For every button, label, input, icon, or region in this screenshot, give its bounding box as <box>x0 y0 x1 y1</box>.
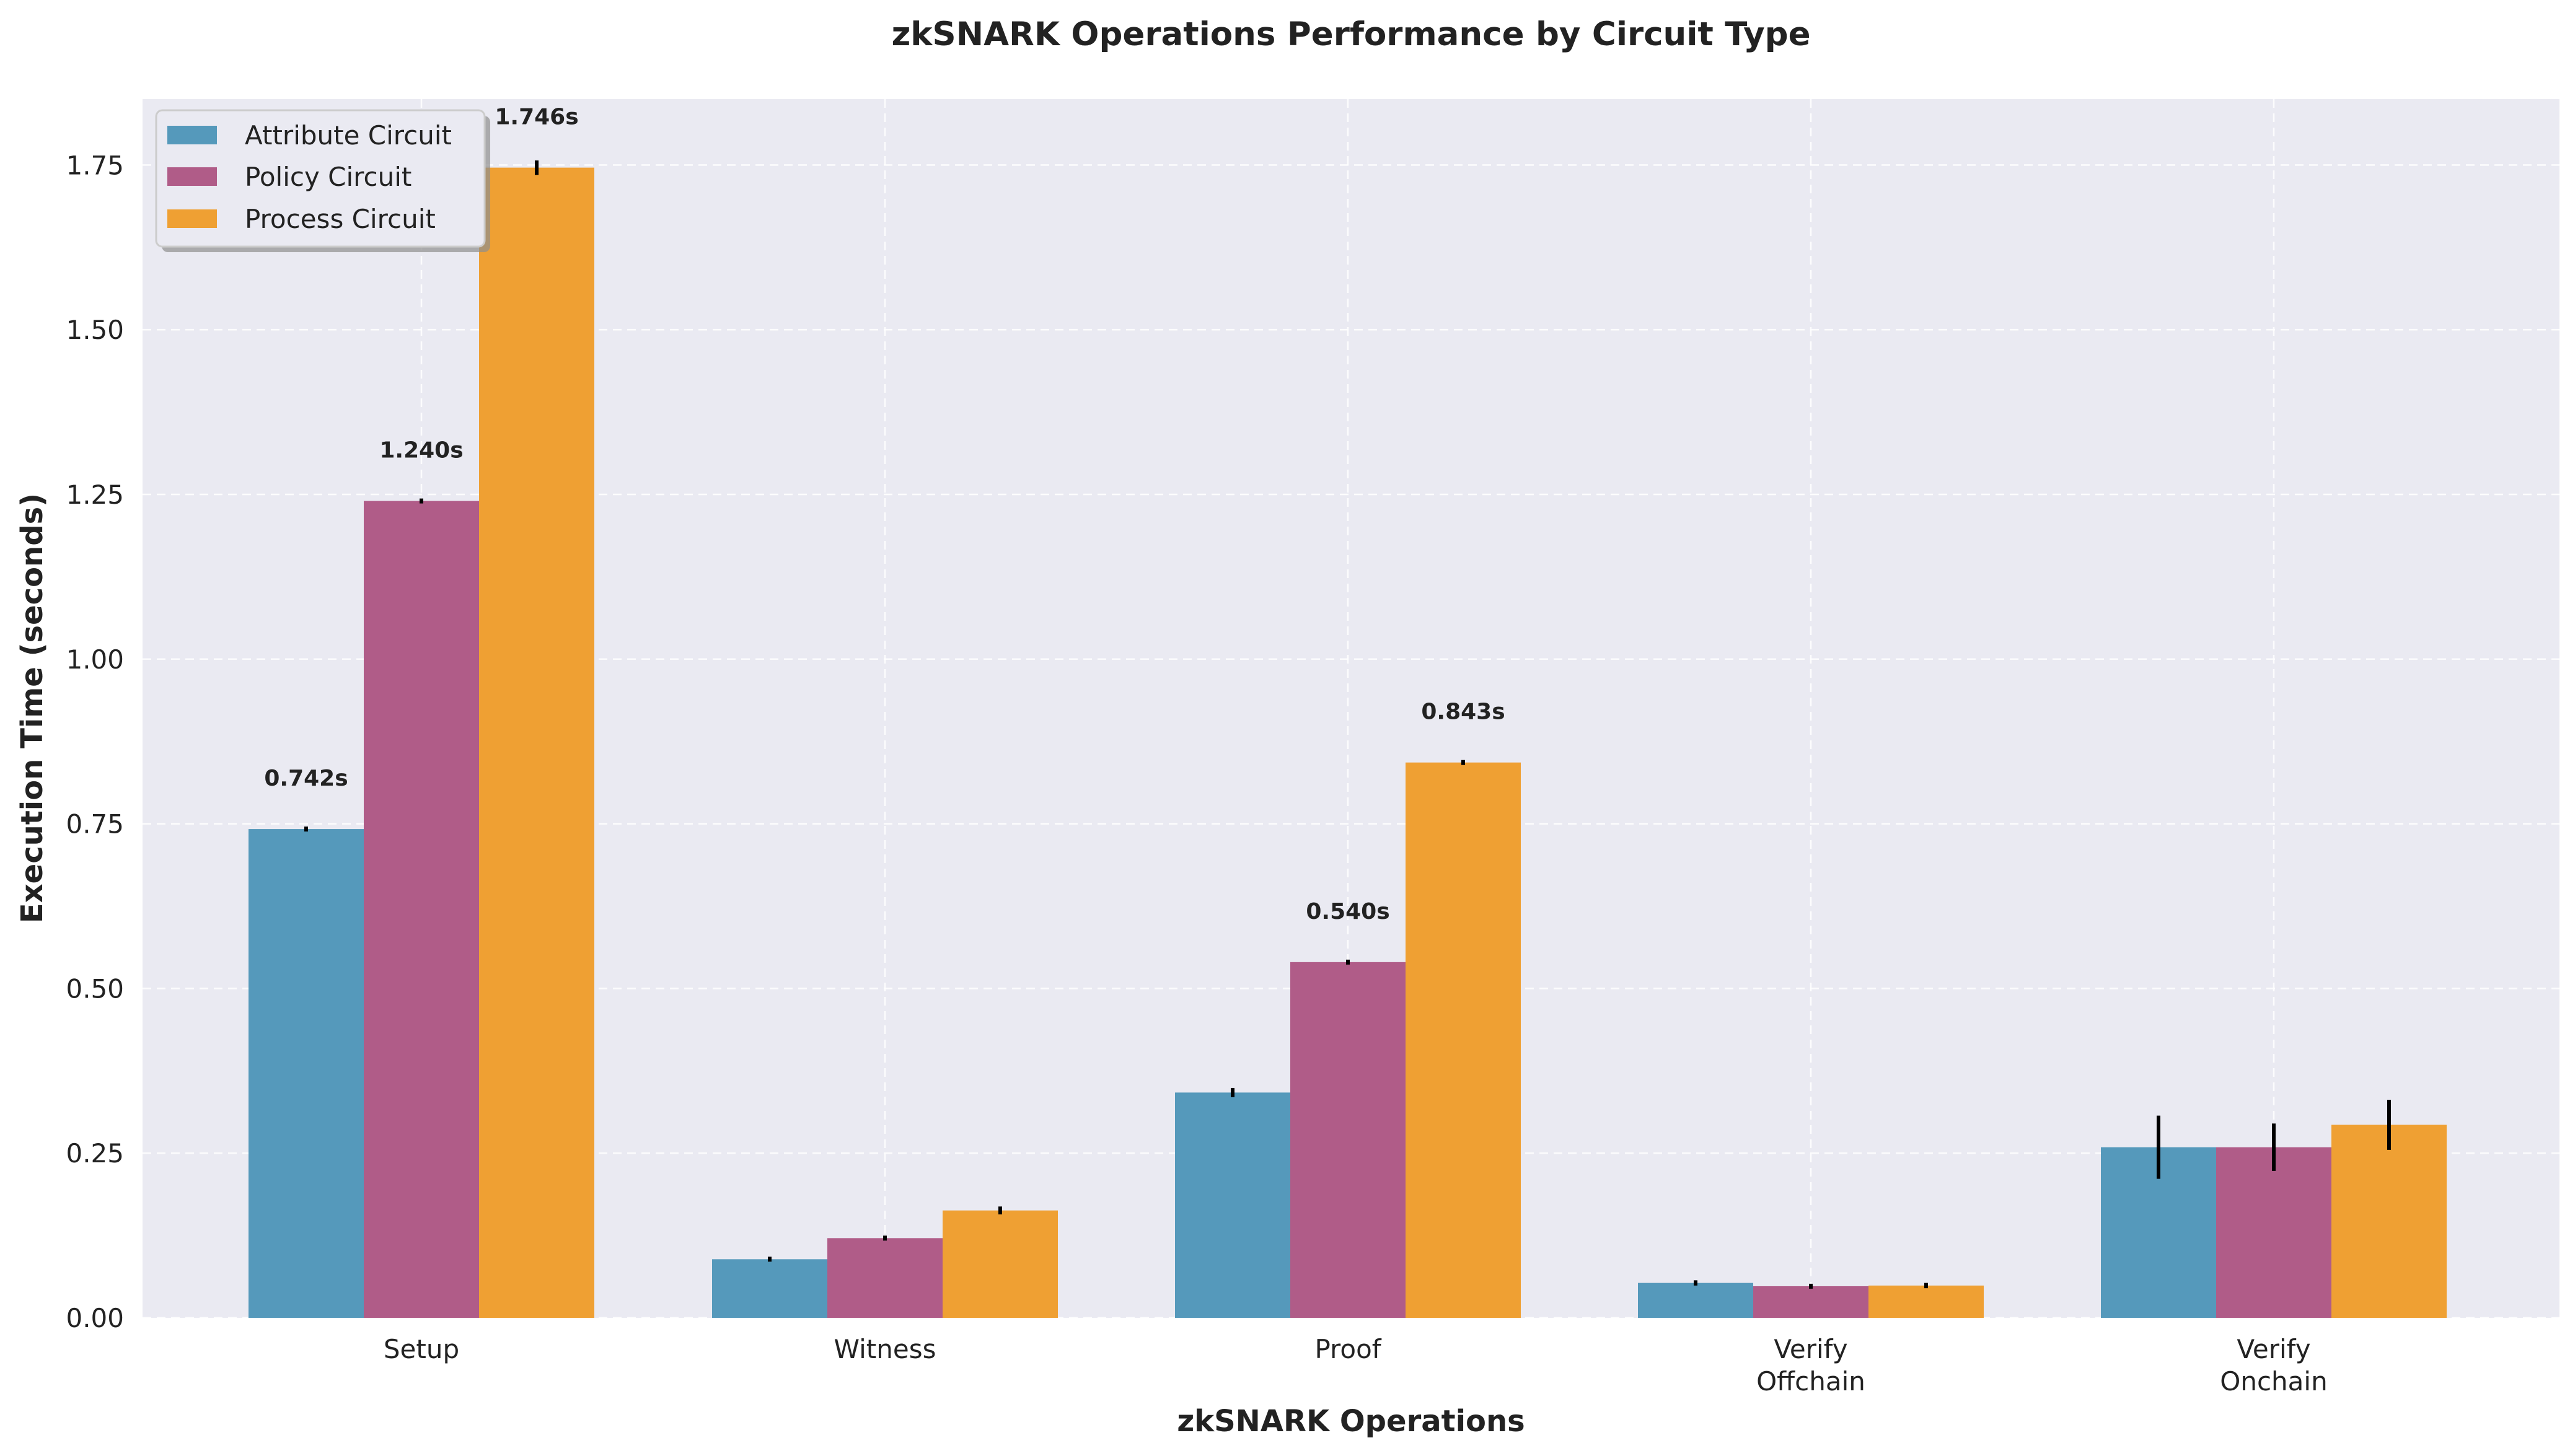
bar <box>1290 962 1406 1318</box>
legend-swatch-policy <box>167 167 217 186</box>
bar <box>2331 1125 2447 1318</box>
y-tick-label: 0.50 <box>66 973 124 1004</box>
y-tick-label: 1.75 <box>66 150 124 180</box>
bar <box>1175 1092 1290 1318</box>
y-tick-label: 0.00 <box>66 1303 124 1333</box>
legend-label-attribute: Attribute Circuit <box>245 120 452 151</box>
bar-value-label: 1.240s <box>379 438 463 463</box>
bar <box>2216 1147 2331 1318</box>
bar <box>1753 1286 1868 1318</box>
bar <box>1638 1283 1753 1318</box>
bar <box>1406 762 1521 1318</box>
x-axis-title: zkSNARK Operations <box>1177 1404 1525 1439</box>
bar <box>249 829 364 1318</box>
bar-value-labels: 0.742s 1.240s 0.540s 1.746s 0.843s <box>264 105 1505 924</box>
legend: Attribute Circuit Policy Circuit Process… <box>155 109 490 252</box>
y-tick-label: 1.25 <box>66 480 124 510</box>
bar <box>827 1238 943 1318</box>
x-tick-label: Proof <box>1314 1334 1381 1364</box>
x-tick-label: Witness <box>834 1334 936 1364</box>
legend-label-process: Process Circuit <box>245 204 436 234</box>
y-tick-label: 0.25 <box>66 1138 124 1169</box>
y-axis-title: Execution Time (seconds) <box>15 493 50 923</box>
x-tick-label: Verify Onchain <box>2220 1334 2327 1397</box>
legend-swatch-process <box>167 209 217 228</box>
y-tick-label: 1.00 <box>66 644 124 675</box>
bar-value-label: 1.746s <box>495 105 578 130</box>
bars <box>249 167 2447 1318</box>
chart-title: zkSNARK Operations Performance by Circui… <box>891 15 1810 53</box>
bar-value-label: 0.742s <box>264 766 348 791</box>
bar <box>1868 1285 1984 1318</box>
legend-box <box>155 109 486 248</box>
bar-value-label: 0.540s <box>1306 899 1389 924</box>
x-tick-label: Setup <box>384 1334 459 1364</box>
x-tick-label: Verify Offchain <box>1756 1334 1865 1397</box>
bar-value-label: 0.843s <box>1421 699 1505 725</box>
bar <box>712 1259 827 1318</box>
y-axis-ticks: 0.00 0.25 0.50 0.75 1.00 1.25 1.50 1.75 <box>66 150 124 1333</box>
bar <box>943 1210 1058 1318</box>
y-tick-label: 1.50 <box>66 315 124 345</box>
y-tick-label: 0.75 <box>66 809 124 840</box>
legend-label-policy: Policy Circuit <box>245 162 411 192</box>
bar <box>364 501 479 1318</box>
x-axis-ticks: Setup Witness Proof Verify Offchain Verify Onc… <box>384 1334 2328 1397</box>
legend-swatch-attribute <box>167 126 217 144</box>
bar <box>479 167 594 1318</box>
error-bars <box>304 160 2391 1289</box>
